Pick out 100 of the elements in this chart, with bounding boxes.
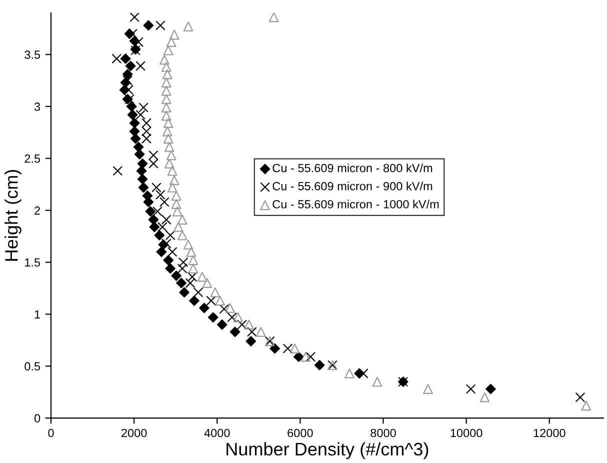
point <box>161 238 172 249</box>
point <box>246 326 257 337</box>
point <box>138 182 149 193</box>
point <box>145 206 156 217</box>
point <box>112 54 122 64</box>
point <box>197 272 208 282</box>
point <box>161 78 172 88</box>
point <box>244 320 254 330</box>
point <box>136 166 147 176</box>
point <box>161 110 172 121</box>
point <box>125 60 136 72</box>
point <box>165 230 176 240</box>
point <box>314 360 325 370</box>
point <box>372 376 382 387</box>
point <box>246 336 256 346</box>
point <box>162 69 172 80</box>
legend-label: Cu - 55.609 micron - 800 kV/m <box>272 164 432 172</box>
point <box>126 101 137 112</box>
y-tick-label: 3.5 <box>24 50 40 59</box>
x-tick-label: 6000 <box>288 428 313 438</box>
point <box>163 118 174 128</box>
point <box>162 126 172 136</box>
point <box>208 312 218 322</box>
point <box>156 246 167 258</box>
point <box>183 240 194 250</box>
point <box>172 206 182 216</box>
legend-label: Cu - 55.609 micron - 1000 kV/m <box>272 200 439 208</box>
point <box>282 344 293 354</box>
point <box>165 263 176 274</box>
point <box>159 197 170 207</box>
x-tick-label: 10000 <box>450 428 482 438</box>
y-tick-label: 0.5 <box>24 362 40 371</box>
point <box>163 45 174 56</box>
y-tick-label: 3 <box>34 102 40 111</box>
point <box>290 344 300 354</box>
point <box>193 287 204 298</box>
point <box>188 255 198 266</box>
point <box>219 304 230 314</box>
point <box>130 133 141 144</box>
point <box>186 246 196 257</box>
point <box>169 30 180 40</box>
x-tick-label: 12000 <box>534 428 566 438</box>
point <box>199 302 210 314</box>
point <box>130 12 140 22</box>
point <box>166 37 176 47</box>
point <box>159 54 170 65</box>
point <box>216 319 228 330</box>
point <box>148 158 158 169</box>
point <box>306 352 316 362</box>
point <box>161 62 172 72</box>
point <box>233 312 243 322</box>
point <box>167 246 178 257</box>
point <box>202 278 212 288</box>
point <box>127 110 138 120</box>
point <box>480 392 490 402</box>
x-tick-label: 2000 <box>122 428 147 438</box>
point <box>129 118 140 128</box>
point <box>161 102 172 112</box>
point <box>171 270 182 281</box>
point <box>575 392 586 402</box>
point <box>164 158 174 169</box>
point <box>143 196 154 208</box>
point <box>466 384 476 394</box>
point <box>167 166 178 176</box>
point <box>486 384 496 394</box>
point <box>178 257 188 268</box>
point <box>161 86 172 96</box>
point <box>177 230 188 240</box>
point <box>143 20 154 31</box>
point <box>154 230 165 240</box>
point <box>215 296 226 306</box>
point <box>173 222 184 232</box>
point <box>151 182 162 192</box>
point <box>183 22 194 32</box>
y-tick-label: 1 <box>34 310 40 318</box>
point <box>161 94 172 104</box>
point <box>148 150 158 160</box>
point <box>134 37 144 47</box>
y-tick-label: 0 <box>34 414 40 422</box>
point <box>188 264 198 274</box>
point <box>138 102 148 112</box>
point <box>256 326 266 337</box>
point <box>142 134 152 144</box>
point <box>171 199 182 210</box>
point <box>164 142 174 152</box>
x-axis-title: Number Density (#/cm^3) <box>226 442 428 460</box>
x-tick-label: 8000 <box>370 428 396 438</box>
legend-label: Cu - 55.609 micron - 900 kV/m <box>272 182 432 190</box>
point <box>423 384 433 394</box>
point <box>136 110 146 120</box>
point <box>155 190 166 200</box>
point <box>166 150 176 160</box>
point <box>122 76 133 86</box>
point <box>112 166 123 176</box>
point <box>167 182 178 192</box>
point <box>134 149 145 160</box>
point <box>189 296 200 306</box>
point <box>129 126 140 137</box>
point <box>206 296 216 306</box>
point <box>142 118 152 128</box>
